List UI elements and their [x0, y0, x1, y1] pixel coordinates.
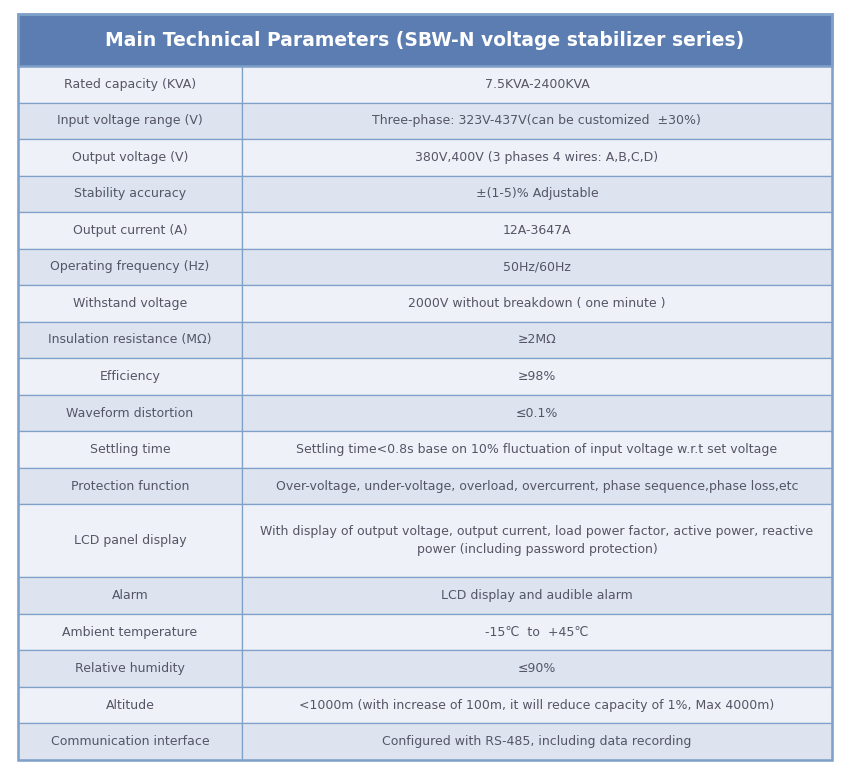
- Text: Waveform distortion: Waveform distortion: [66, 406, 194, 420]
- Text: -15℃  to  +45℃: -15℃ to +45℃: [485, 625, 588, 639]
- Bar: [18, 431, 242, 467]
- Text: Input voltage range (V): Input voltage range (V): [57, 115, 203, 127]
- Text: 2000V without breakdown ( one minute ): 2000V without breakdown ( one minute ): [408, 297, 666, 310]
- Bar: [242, 248, 832, 285]
- Bar: [18, 467, 242, 505]
- Bar: [18, 248, 242, 285]
- Text: Alarm: Alarm: [111, 589, 148, 602]
- Bar: [18, 358, 242, 395]
- Bar: [242, 139, 832, 176]
- Bar: [242, 431, 832, 467]
- Bar: [18, 322, 242, 358]
- Text: ≥98%: ≥98%: [518, 370, 556, 383]
- Bar: [18, 505, 242, 577]
- Text: Altitude: Altitude: [105, 699, 155, 712]
- Text: Configured with RS-485, including data recording: Configured with RS-485, including data r…: [382, 735, 692, 748]
- Text: <1000m (with increase of 100m, it will reduce capacity of 1%, Max 4000m): <1000m (with increase of 100m, it will r…: [299, 699, 774, 712]
- Bar: [242, 358, 832, 395]
- Bar: [18, 577, 242, 614]
- Bar: [18, 212, 242, 248]
- Bar: [18, 724, 242, 760]
- Bar: [18, 614, 242, 650]
- Bar: [242, 322, 832, 358]
- Bar: [242, 577, 832, 614]
- Text: Output current (A): Output current (A): [72, 224, 187, 237]
- Text: Efficiency: Efficiency: [99, 370, 161, 383]
- Bar: [242, 285, 832, 322]
- Text: LCD panel display: LCD panel display: [74, 534, 186, 547]
- Bar: [242, 102, 832, 139]
- Text: LCD display and audible alarm: LCD display and audible alarm: [441, 589, 632, 602]
- Bar: [242, 66, 832, 102]
- Bar: [242, 687, 832, 724]
- Text: Ambient temperature: Ambient temperature: [62, 625, 197, 639]
- Bar: [242, 614, 832, 650]
- Bar: [242, 467, 832, 505]
- Text: Rated capacity (KVA): Rated capacity (KVA): [64, 77, 196, 91]
- Text: ±(1-5)% Adjustable: ±(1-5)% Adjustable: [476, 187, 598, 200]
- Bar: [18, 66, 242, 102]
- Text: Withstand voltage: Withstand voltage: [73, 297, 187, 310]
- Bar: [18, 650, 242, 687]
- Text: 7.5KVA-2400KVA: 7.5KVA-2400KVA: [484, 77, 589, 91]
- Bar: [242, 212, 832, 248]
- Text: Communication interface: Communication interface: [51, 735, 209, 748]
- Text: Stability accuracy: Stability accuracy: [74, 187, 186, 200]
- Text: 380V,400V (3 phases 4 wires: A,B,C,D): 380V,400V (3 phases 4 wires: A,B,C,D): [416, 151, 659, 164]
- Bar: [18, 102, 242, 139]
- Bar: [242, 176, 832, 212]
- Bar: [242, 650, 832, 687]
- Text: Output voltage (V): Output voltage (V): [71, 151, 188, 164]
- Text: ≤90%: ≤90%: [518, 663, 556, 675]
- Bar: [18, 139, 242, 176]
- Text: With display of output voltage, output current, load power factor, active power,: With display of output voltage, output c…: [260, 526, 813, 557]
- Text: Three-phase: 323V-437V(can be customized  ±30%): Three-phase: 323V-437V(can be customized…: [372, 115, 701, 127]
- Bar: [242, 724, 832, 760]
- Text: Main Technical Parameters (SBW-N voltage stabilizer series): Main Technical Parameters (SBW-N voltage…: [105, 30, 745, 50]
- Text: Settling time<0.8s base on 10% fluctuation of input voltage w.r.t set voltage: Settling time<0.8s base on 10% fluctuati…: [297, 443, 778, 456]
- Text: Over-voltage, under-voltage, overload, overcurrent, phase sequence,phase loss,et: Over-voltage, under-voltage, overload, o…: [275, 480, 798, 492]
- Text: ≤0.1%: ≤0.1%: [516, 406, 558, 420]
- Bar: [18, 285, 242, 322]
- Bar: [242, 395, 832, 431]
- Bar: [242, 505, 832, 577]
- Bar: [18, 395, 242, 431]
- Bar: [18, 687, 242, 724]
- Text: Operating frequency (Hz): Operating frequency (Hz): [50, 260, 210, 273]
- Text: Relative humidity: Relative humidity: [75, 663, 184, 675]
- Text: Settling time: Settling time: [89, 443, 170, 456]
- Text: 12A-3647A: 12A-3647A: [502, 224, 571, 237]
- Text: Insulation resistance (MΩ): Insulation resistance (MΩ): [48, 334, 212, 347]
- Text: Protection function: Protection function: [71, 480, 189, 492]
- Bar: [18, 176, 242, 212]
- Text: ≥2MΩ: ≥2MΩ: [518, 334, 556, 347]
- Bar: [18, 14, 832, 66]
- Text: 50Hz/60Hz: 50Hz/60Hz: [503, 260, 571, 273]
